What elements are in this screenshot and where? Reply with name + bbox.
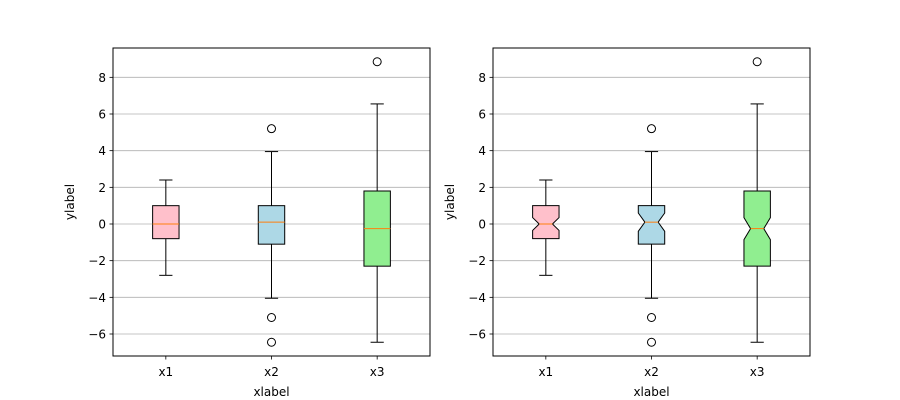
x-axis-label: xlabel <box>633 385 669 399</box>
box <box>152 205 180 240</box>
y-tick-label: 2 <box>478 181 486 195</box>
y-tick-label: −2 <box>88 254 106 268</box>
box-x2 <box>257 124 286 347</box>
flier-point <box>647 124 656 134</box>
y-tick-label: −6 <box>468 328 486 342</box>
y-ticks: −6 −4 −2 0 2 4 6 8 <box>88 71 113 342</box>
box-x3 <box>363 57 391 343</box>
panel-boxplot: −6 −4 −2 0 2 4 6 8 x1 x2 x3 xlabel ylabel <box>63 47 431 399</box>
x-tick-label: x3 <box>750 365 765 379</box>
y-tick-label: 8 <box>98 71 106 85</box>
axes-frame <box>492 47 811 357</box>
notched-box <box>532 205 560 240</box>
x-tick-label: x3 <box>370 365 385 379</box>
y-tick-label: 2 <box>98 181 106 195</box>
box-x1 <box>152 179 180 276</box>
box-x3 <box>743 57 771 343</box>
box-x1 <box>532 179 560 276</box>
y-tick-label: 8 <box>478 71 486 85</box>
x-tick-label: x1 <box>538 365 553 379</box>
y-ticks: −6 −4 −2 0 2 4 6 8 <box>468 71 493 342</box>
flier-point <box>647 313 656 322</box>
y-tick-label: −2 <box>468 254 486 268</box>
flier-point <box>267 337 276 347</box>
y-tick-label: 6 <box>98 108 106 122</box>
notched-box <box>637 205 666 245</box>
y-tick-label: −4 <box>468 291 486 305</box>
x-ticks: x1 x2 x3 <box>538 356 765 379</box>
x-axis-label: xlabel <box>253 385 289 399</box>
flier-point <box>372 57 382 67</box>
y-axis-label: ylabel <box>63 184 77 220</box>
box-x2 <box>637 124 666 347</box>
axes-frame <box>112 47 431 357</box>
y-tick-label: 6 <box>478 108 486 122</box>
y-tick-label: 4 <box>478 144 486 158</box>
boxes <box>152 57 391 347</box>
flier-point <box>647 337 656 347</box>
x-tick-label: x2 <box>264 365 279 379</box>
x-tick-label: x1 <box>158 365 173 379</box>
flier-point <box>267 313 276 322</box>
flier-point <box>267 124 276 134</box>
panel-notched-boxplot: −6 −4 −2 0 2 4 6 8 x1 x2 x3 xlabel ylabel <box>443 47 811 399</box>
boxes <box>532 57 771 347</box>
box <box>257 205 286 245</box>
y-tick-label: 0 <box>98 218 106 232</box>
x-tick-label: x2 <box>644 365 659 379</box>
y-tick-label: 0 <box>478 218 486 232</box>
y-tick-label: −4 <box>88 291 106 305</box>
x-ticks: x1 x2 x3 <box>158 356 385 379</box>
flier-point <box>752 57 762 67</box>
y-tick-label: −6 <box>88 328 106 342</box>
y-tick-label: 4 <box>98 144 106 158</box>
y-axis-label: ylabel <box>443 184 457 220</box>
